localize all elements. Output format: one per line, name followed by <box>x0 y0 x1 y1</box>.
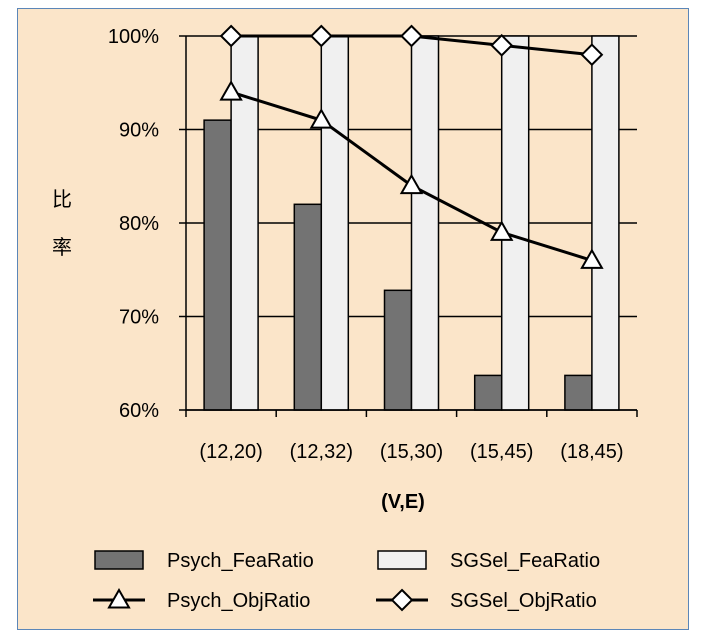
y-tick-label: 60% <box>119 400 159 422</box>
legend-label-Psych_ObjRatio: Psych_ObjRatio <box>167 590 310 612</box>
point-Psych_ObjRatio <box>309 108 334 129</box>
y-tick-label: 70% <box>119 307 159 329</box>
bar-SGSel_FeaRatio <box>591 35 620 411</box>
x-tick-label: (15,45) <box>470 441 533 463</box>
legend-label-SGSel_FeaRatio: SGSel_FeaRatio <box>450 550 600 572</box>
x-tick-label: (12,32) <box>290 441 353 463</box>
bar-SGSel_FeaRatio <box>320 35 350 411</box>
legend-marker-SGSel_ObjRatio <box>390 588 414 612</box>
point-SGSel_ObjRatio <box>219 24 243 48</box>
legend-label-Psych_FeaRatio: Psych_FeaRatio <box>167 550 314 572</box>
bar-Psych_FeaRatio <box>383 289 413 411</box>
point-SGSel_ObjRatio <box>400 24 423 48</box>
y-tick-label: 90% <box>119 120 159 142</box>
legend-swatch-Psych_FeaRatio <box>94 550 144 570</box>
bar-SGSel_FeaRatio <box>410 35 440 411</box>
x-tick-label: (15,30) <box>380 441 443 463</box>
point-SGSel_ObjRatio <box>490 33 514 57</box>
legend-marker-Psych_ObjRatio <box>107 587 131 609</box>
point-Psych_ObjRatio <box>580 248 604 269</box>
chart-frame <box>17 8 689 630</box>
y-axis-label-1: 比 <box>52 187 72 211</box>
tick-labels: 60% 70% 80% 90% 100% (12,20) (12,32) (15,30) (15… <box>108 26 624 463</box>
x-tick-label: (18,45) <box>560 441 623 463</box>
point-SGSel_ObjRatio <box>309 24 333 48</box>
bar-Psych_FeaRatio <box>473 374 503 411</box>
bar-series <box>203 35 620 411</box>
y-tick-label: 100% <box>108 26 159 48</box>
y-axis-label-2: 率 <box>52 235 72 259</box>
bar-Psych_FeaRatio <box>564 374 593 411</box>
x-axis-title: (V,E) <box>381 491 425 513</box>
bar-Psych_FeaRatio <box>293 203 323 411</box>
legend: Psych_FeaRatio SGSel_FeaRatio Psych_ObjRat… <box>93 550 600 612</box>
legend-swatch-SGSel_FeaRatio <box>377 550 427 570</box>
point-Psych_ObjRatio <box>219 80 243 101</box>
point-Psych_ObjRatio <box>399 173 424 195</box>
x-tick-label: (12,20) <box>199 441 262 463</box>
point-Psych_ObjRatio <box>489 220 514 241</box>
y-tick-label: 80% <box>119 213 159 235</box>
axes <box>179 35 638 417</box>
bar-Psych_FeaRatio <box>203 119 232 411</box>
point-SGSel_ObjRatio <box>580 43 604 67</box>
legend-label-SGSel_ObjRatio: SGSel_ObjRatio <box>450 590 597 612</box>
bar-SGSel_FeaRatio <box>500 35 530 411</box>
line-series <box>219 24 604 269</box>
